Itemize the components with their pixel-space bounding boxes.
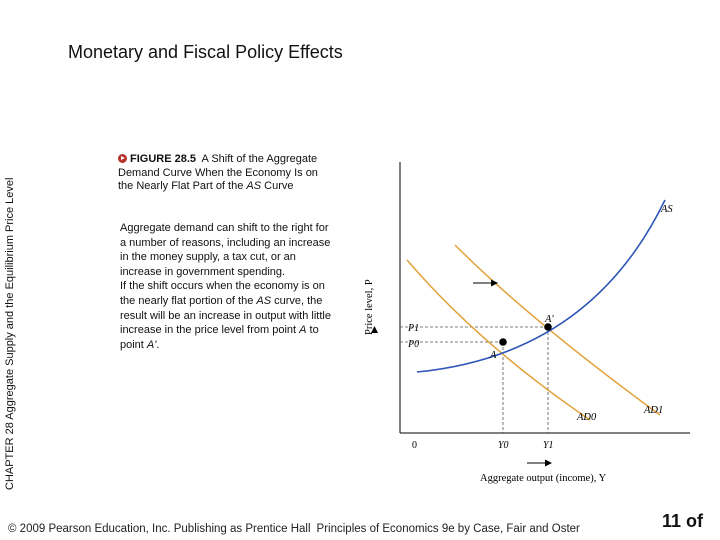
body-p2-part3: to point: [120, 324, 319, 351]
body-text: Aggregate demand can shift to the right …: [120, 221, 335, 352]
body-p2-part4: .: [156, 338, 160, 351]
caption-text-before: A Shift of the Aggregate Demand Curve Wh…: [118, 153, 318, 192]
point-a: [499, 338, 507, 346]
ad-shift-figure: AS AD0 AD1 A A' P1 P0 Y0 Y1 0 Aggregate …: [364, 162, 690, 484]
y-axis-arrow-head: [371, 326, 378, 333]
ad1-curve-label: AD1: [643, 405, 663, 416]
ad0-curve-label: AD0: [576, 412, 597, 423]
ad0-curve: [406, 259, 591, 421]
body-paragraph-1: Aggregate demand can shift to the right …: [120, 222, 331, 278]
body-p2-italic3: A': [146, 338, 157, 351]
body-p2-italic2: A: [299, 324, 307, 337]
y0-tick-label: Y0: [498, 440, 509, 451]
body-p2-part2: curve, the result will be an increase in…: [120, 294, 331, 337]
page-number: 11 of: [662, 511, 704, 531]
body-paragraph-2: If the shift occurs when the economy is …: [120, 279, 335, 352]
caption-italic: AS: [246, 180, 262, 192]
play-icon[interactable]: [118, 154, 127, 163]
caption-text-after: Curve: [261, 180, 294, 192]
footer: © 2009 Pearson Education, Inc. Publishin…: [8, 523, 580, 535]
footer-copyright: © 2009 Pearson Education, Inc. Publishin…: [8, 523, 311, 535]
point-a-label: A: [489, 350, 497, 361]
slide-title: Monetary and Fiscal Policy Effects: [68, 42, 343, 62]
as-curve: [416, 199, 666, 373]
body-p2-italic1: AS: [256, 294, 272, 307]
x-axis-label: Aggregate output (income), Y: [480, 473, 607, 484]
shift-arrow-x-head: [545, 459, 552, 467]
footer-book: Principles of Economics 9e by Case, Fair…: [316, 523, 580, 535]
shift-arrow-upper-head: [491, 279, 498, 287]
chapter-side-label: CHAPTER 28 Aggregate Supply and the Equi…: [4, 177, 16, 490]
point-a-prime: [544, 323, 552, 331]
p0-tick-label: P0: [407, 339, 419, 350]
body-p2-part1: If the shift occurs when the economy is …: [120, 280, 325, 307]
figure-caption: FIGURE 28.5 A Shift of the Aggregate Dem…: [118, 153, 333, 194]
p1-tick-label: P1: [407, 323, 419, 334]
as-curve-label: AS: [660, 204, 673, 215]
y-axis-label: Price level, P: [364, 279, 375, 335]
point-a-prime-label: A': [544, 314, 554, 325]
figure-number: FIGURE 28.5: [130, 153, 197, 165]
origin-label: 0: [412, 440, 417, 451]
y1-tick-label: Y1: [543, 440, 554, 451]
ad1-curve: [454, 244, 661, 416]
